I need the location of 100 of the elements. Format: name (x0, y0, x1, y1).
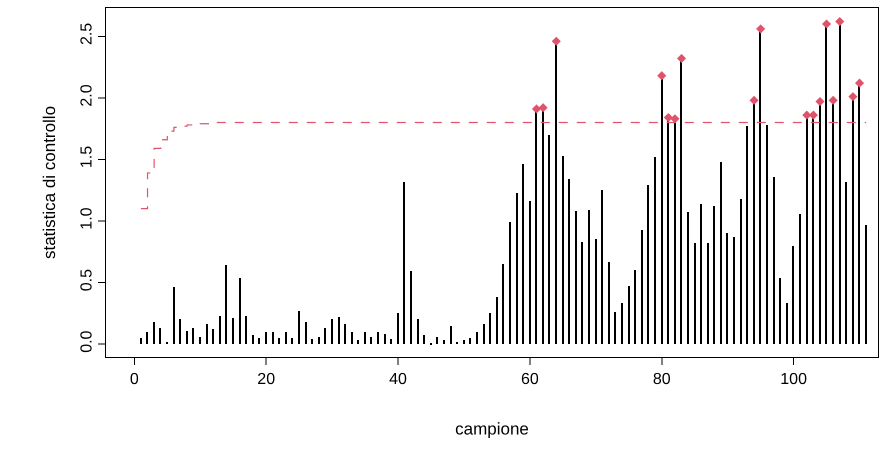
bar (707, 243, 709, 344)
bar (285, 332, 287, 344)
bar (324, 328, 326, 344)
bar (634, 270, 636, 344)
bar (338, 317, 340, 344)
bar (779, 278, 781, 344)
bar (159, 328, 161, 344)
bar (476, 332, 478, 344)
bar (496, 297, 498, 344)
y-tick-label: 0.5 (78, 268, 96, 292)
bar (239, 278, 241, 344)
bar (786, 303, 788, 344)
bar (278, 338, 280, 344)
point (835, 16, 844, 26)
bar (417, 319, 419, 344)
bar (647, 185, 649, 344)
bar (384, 334, 386, 344)
point (848, 92, 858, 102)
bar (773, 177, 775, 344)
bar (377, 332, 379, 344)
y-tick-label: 2.5 (78, 22, 96, 46)
x-tick-label: 20 (257, 371, 276, 388)
bar (245, 316, 247, 344)
bar (258, 338, 260, 344)
point (822, 19, 832, 29)
point (552, 36, 561, 46)
bar (733, 237, 735, 344)
y-axis-title: statistica di controllo (40, 106, 60, 260)
bar (562, 156, 564, 344)
bar (766, 125, 768, 344)
bar (225, 265, 227, 344)
bar (298, 311, 300, 344)
bar (608, 262, 610, 344)
bar (199, 337, 201, 344)
point (676, 54, 686, 64)
x-tick-label: 100 (780, 371, 808, 388)
bar (370, 337, 372, 344)
bar (212, 329, 214, 344)
bar (357, 340, 359, 344)
bar (568, 179, 570, 344)
bar (232, 318, 234, 344)
bar (186, 331, 188, 344)
bar (792, 246, 794, 344)
bar (575, 211, 577, 344)
bar (529, 201, 531, 344)
x-tick-label: 40 (389, 371, 408, 388)
bar (614, 312, 616, 344)
bar (687, 212, 689, 344)
bar (252, 335, 254, 344)
bar (463, 340, 465, 344)
bar (621, 303, 623, 344)
bar (483, 324, 485, 344)
bar (581, 242, 583, 344)
bar (740, 199, 742, 344)
bar (588, 210, 590, 344)
bar (344, 324, 346, 344)
bar (291, 338, 293, 344)
bar (450, 326, 452, 344)
bar (153, 322, 155, 344)
bar (522, 164, 524, 344)
x-tick-label: 80 (652, 371, 671, 388)
point (532, 104, 542, 114)
bar (173, 287, 175, 344)
point (815, 97, 825, 106)
bar (865, 225, 867, 344)
point (538, 103, 548, 112)
bar (595, 239, 597, 344)
bar (601, 190, 603, 344)
point (828, 96, 838, 105)
bar (713, 206, 715, 344)
bar (443, 340, 445, 344)
bar (436, 337, 438, 344)
bar (746, 126, 748, 344)
bar (423, 335, 425, 344)
point (854, 78, 864, 88)
bar (509, 222, 511, 344)
bar (548, 135, 550, 344)
bar (318, 337, 320, 344)
bar (489, 313, 491, 344)
bar (140, 338, 142, 344)
x-tick-label: 0 (130, 371, 139, 388)
bar (502, 264, 504, 344)
bar (192, 328, 194, 344)
y-tick-label: 1.0 (78, 207, 96, 230)
x-axis-title: campione (455, 420, 529, 439)
bar (628, 286, 630, 344)
bar (720, 162, 722, 344)
bar (397, 313, 399, 344)
y-tick-label: 2.0 (78, 84, 96, 107)
bar (305, 322, 307, 344)
bar (700, 204, 702, 344)
y-tick-label: 0.0 (78, 330, 96, 353)
x-tick-label: 60 (521, 371, 539, 388)
bar (351, 332, 353, 344)
bar (390, 339, 392, 344)
bar (641, 230, 643, 344)
bar (331, 319, 333, 344)
bar (219, 316, 221, 344)
bar (799, 214, 801, 344)
bar (410, 271, 412, 344)
